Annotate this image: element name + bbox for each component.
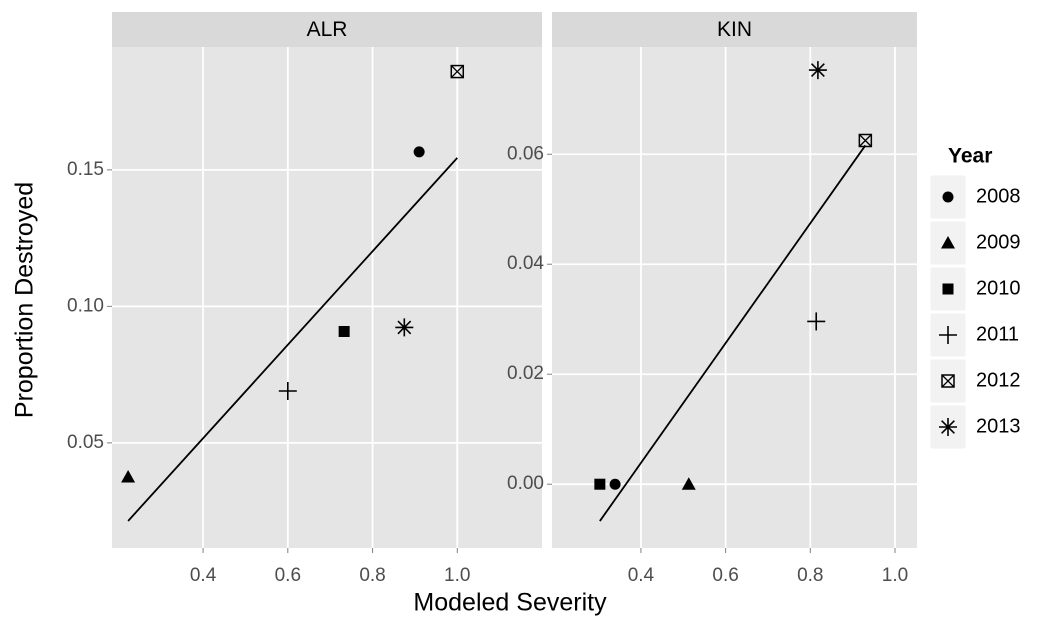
legend-label: 2011 xyxy=(976,323,1019,345)
point xyxy=(807,312,826,331)
point xyxy=(858,133,873,148)
point xyxy=(450,64,465,79)
y-tick-label: 0.05 xyxy=(67,432,104,453)
point-part xyxy=(942,283,954,295)
point xyxy=(609,478,621,490)
point-part xyxy=(413,146,425,158)
panel-title: KIN xyxy=(717,18,752,41)
point xyxy=(594,478,606,490)
legend-symbol xyxy=(942,191,954,203)
point xyxy=(413,146,425,158)
point-part xyxy=(941,374,955,388)
legend-symbol xyxy=(941,374,955,388)
x-tick-label: 1.0 xyxy=(444,565,470,586)
panel-background xyxy=(112,47,542,548)
panel-title: ALR xyxy=(307,18,348,41)
point xyxy=(395,318,414,337)
x-tick-label: 0.4 xyxy=(190,565,217,586)
y-tick-label: 0.02 xyxy=(507,363,544,384)
x-tick-label: 0.8 xyxy=(797,565,823,586)
point-part xyxy=(450,64,465,79)
fit-line xyxy=(599,144,867,522)
y-tick-label: 0.10 xyxy=(67,295,104,316)
legend-label: 2010 xyxy=(976,277,1021,299)
legend-symbol xyxy=(939,418,957,436)
y-axis-title: Proportion Destroyed xyxy=(11,182,39,418)
strip xyxy=(112,12,542,47)
y-tick-label: 0.15 xyxy=(67,159,104,180)
panel-background xyxy=(552,47,917,548)
y-tick-label: 0.06 xyxy=(507,143,544,164)
x-tick-label: 0.4 xyxy=(628,565,655,586)
point-part xyxy=(939,418,957,436)
legend-label: 2013 xyxy=(976,415,1021,437)
legend-label: 2009 xyxy=(976,231,1021,253)
legend-label: 2008 xyxy=(976,185,1021,207)
point-part xyxy=(941,374,955,388)
point-part xyxy=(338,325,350,337)
x-tick-label: 0.8 xyxy=(359,565,385,586)
point-part xyxy=(941,236,955,249)
y-tick-label: 0.00 xyxy=(507,473,544,494)
x-tick-label: 1.0 xyxy=(882,565,908,586)
point-part xyxy=(609,478,621,490)
point-part xyxy=(808,61,827,80)
point xyxy=(121,470,136,483)
x-tick-label: 0.6 xyxy=(712,565,738,586)
point xyxy=(681,477,696,490)
point-part xyxy=(858,134,872,147)
fit-line xyxy=(127,157,458,522)
point-part xyxy=(450,65,464,79)
legend-title: Year xyxy=(948,145,992,168)
point-part xyxy=(681,477,696,490)
legend-symbol xyxy=(939,326,957,344)
point xyxy=(338,325,350,337)
point-part xyxy=(594,478,606,490)
legend-symbol xyxy=(942,283,954,295)
point xyxy=(808,61,827,80)
point-part xyxy=(395,318,414,337)
x-tick-label: 0.6 xyxy=(275,565,301,586)
point-part xyxy=(942,191,954,203)
x-axis-title: Modeled Severity xyxy=(413,589,607,617)
strip xyxy=(552,12,917,47)
point-part xyxy=(858,133,873,148)
point-part xyxy=(121,470,136,483)
y-tick-label: 0.04 xyxy=(507,253,544,274)
point xyxy=(278,382,297,401)
legend-symbol xyxy=(941,236,955,249)
legend-label: 2012 xyxy=(976,369,1021,391)
